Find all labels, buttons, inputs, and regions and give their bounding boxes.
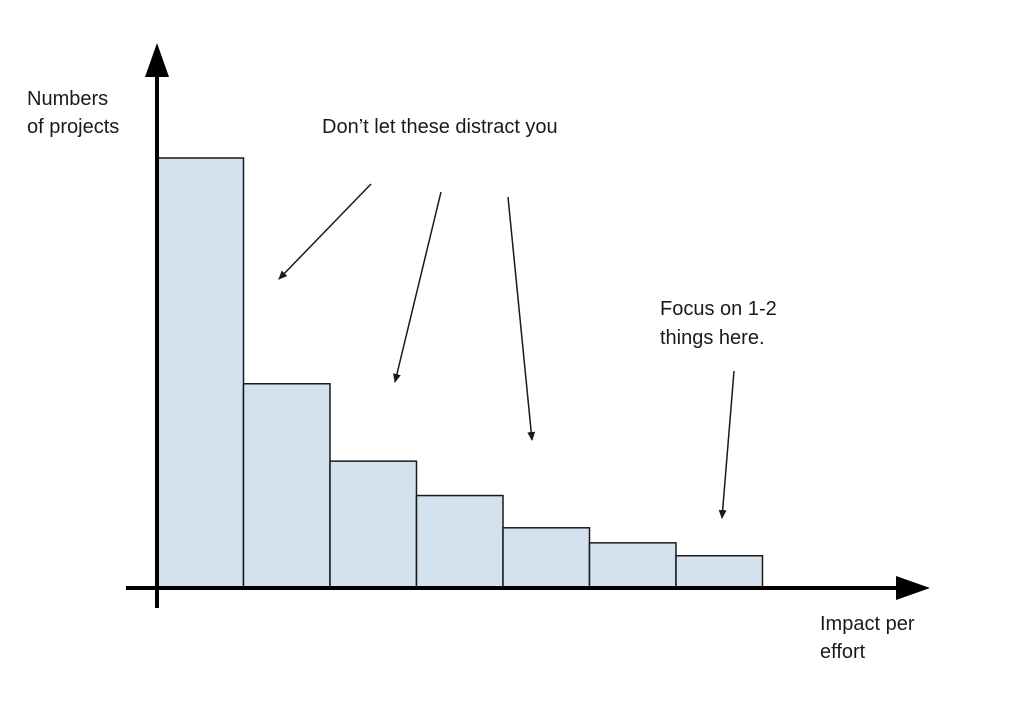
annotation-distract-line-1: Don’t let these distract you (322, 116, 558, 138)
bar-1 (156, 157, 245, 589)
bar-5 (502, 527, 591, 589)
bar-7 (675, 555, 764, 589)
bar-2 (242, 383, 331, 589)
y-axis-label-line-1: Numbers (27, 88, 108, 110)
bar-3 (329, 460, 418, 589)
y-axis-arrowhead (145, 43, 169, 77)
x-axis-label-line-1: Impact per (820, 613, 915, 635)
x-axis-arrowhead (896, 576, 930, 600)
annotation-arrow-4 (718, 370, 735, 519)
annotation-distract-text: Don’t let these distract you (322, 116, 558, 138)
annotation-arrow-3 (507, 196, 536, 441)
annotation-arrow-2 (392, 191, 442, 383)
y-axis-label: Numbers of projects (27, 88, 119, 138)
annotation-focus-text: Focus on 1-2 things here. (660, 298, 782, 349)
x-axis-label: Impact per effort (820, 613, 920, 663)
x-axis-label-line-2: effort (820, 641, 866, 663)
bar-6 (588, 542, 677, 589)
y-axis-label-line-2: of projects (27, 116, 119, 138)
annotation-focus-line-1: Focus on 1-2 (660, 298, 777, 320)
annotation-arrow-1 (278, 183, 372, 280)
bar-4 (415, 494, 504, 589)
bar-group (156, 157, 764, 589)
annotation-focus-line-2: things here. (660, 327, 765, 349)
